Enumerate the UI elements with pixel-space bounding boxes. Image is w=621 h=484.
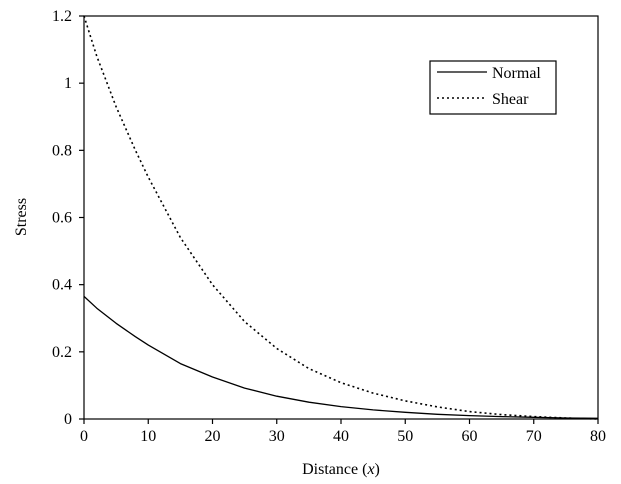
legend-label-normal: Normal [492,65,541,82]
y-tick-label: 0.4 [52,277,72,294]
legend-box [429,60,557,115]
x-tick-label: 10 [140,428,156,445]
plot-area-frame [83,15,599,420]
x-axis-title: Distance (x) [302,461,380,478]
legend-label-shear: Shear [492,91,529,108]
ticks-layer: 0 10 20 30 40 50 60 70 80 0 0.2 0.4 0.6 0.8 1 1.2 [52,8,606,445]
x-tick-label: 20 [205,428,221,445]
y-axis-title: Stress [13,198,30,236]
x-axis-title-suffix: ) [375,461,380,478]
y-tick-label: 0.8 [52,142,72,159]
y-tick-label: 0.6 [52,210,72,227]
x-tick-label: 80 [590,428,606,445]
legend: Normal Shear [429,60,557,115]
x-tick-label: 30 [269,428,285,445]
x-tick-label: 50 [397,428,413,445]
x-axis-title-prefix: Distance ( [302,461,367,478]
series-line-normal [83,295,599,419]
series-layer [83,15,599,420]
x-tick-label: 70 [526,428,542,445]
y-tick-label: 1.2 [52,8,72,25]
x-tick-label: 40 [333,428,349,445]
y-tick-label: 0 [64,411,72,428]
x-tick-label: 0 [80,428,88,445]
y-tick-label: 0.2 [52,344,72,361]
x-tick-label: 60 [462,428,478,445]
y-tick-label: 1 [64,75,72,92]
x-axis-title-variable: x [366,461,374,478]
